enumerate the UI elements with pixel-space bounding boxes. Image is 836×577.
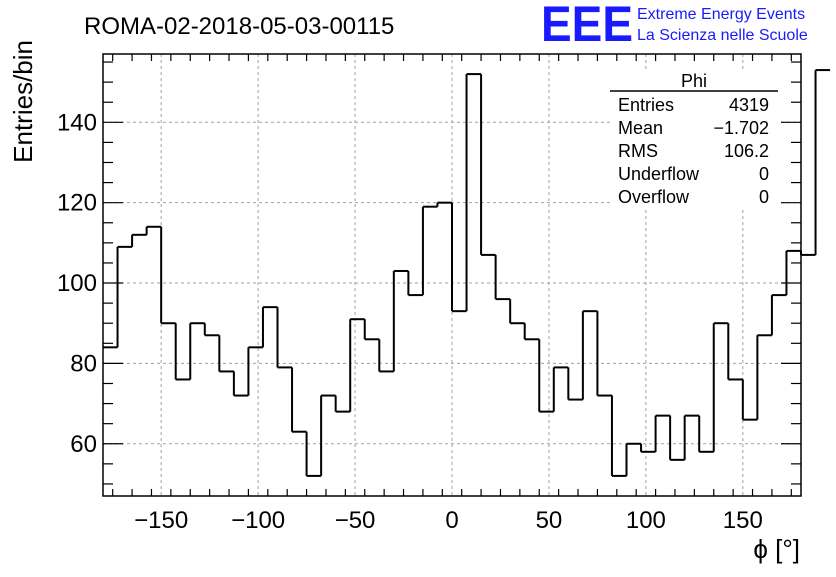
x-tick-label: −50 (335, 507, 376, 534)
y-tick-label: 100 (57, 270, 97, 297)
run-title: ROMA-02-2018-05-03-00115 (84, 13, 394, 40)
x-tick-label: 100 (626, 507, 666, 534)
stats-row-label: Underflow (618, 164, 700, 184)
stats-row-label: Mean (618, 118, 663, 138)
x-tick-label: 50 (536, 507, 563, 534)
eee-logo-line1: Extreme Energy Events (637, 6, 805, 23)
axis-ticks (103, 54, 801, 496)
x-tick-label: 150 (723, 507, 763, 534)
stats-box-rows: Entries 4319 Mean −1.702 RMS 106.2 Underflow 0 O… (618, 95, 769, 207)
stats-row-value: 0 (759, 187, 769, 207)
stats-row-value: −1.702 (713, 118, 769, 138)
eee-logo-line2: La Scienza nelle Scuole (637, 27, 808, 44)
plot-frame (102, 53, 802, 497)
stats-row-value: 0 (759, 164, 769, 184)
eee-logo-mark: EEE (541, 0, 633, 52)
stats-row-label: Entries (618, 95, 674, 115)
y-axis-label: Entries/bin (8, 40, 38, 163)
stats-row-value: 4319 (729, 95, 769, 115)
eee-logo: EEE Extreme Energy Events La Scienza nel… (541, 0, 808, 52)
y-tick-label: 80 (70, 350, 97, 377)
stats-row-value: 106.2 (724, 141, 769, 161)
stats-box-background (610, 70, 778, 210)
y-tick-label: 120 (57, 190, 97, 217)
stats-row-label: RMS (618, 141, 658, 161)
stats-box-title: Phi (681, 71, 707, 91)
tick-labels: −150 −100 −50 0 50 100 150 60 80 100 120 140 (57, 109, 763, 534)
y-tick-label: 140 (57, 109, 97, 136)
x-tick-label: 0 (445, 507, 458, 534)
x-tick-label: −150 (134, 507, 188, 534)
x-tick-label: −100 (231, 507, 285, 534)
histogram-bars (103, 69, 831, 477)
stats-box: Phi Entries 4319 Mean −1.702 RMS 106.2 Underfl… (610, 70, 778, 210)
y-tick-label: 60 (70, 431, 97, 458)
stats-row-label: Overflow (618, 187, 690, 207)
x-axis-label: ϕ [°] (753, 534, 800, 564)
